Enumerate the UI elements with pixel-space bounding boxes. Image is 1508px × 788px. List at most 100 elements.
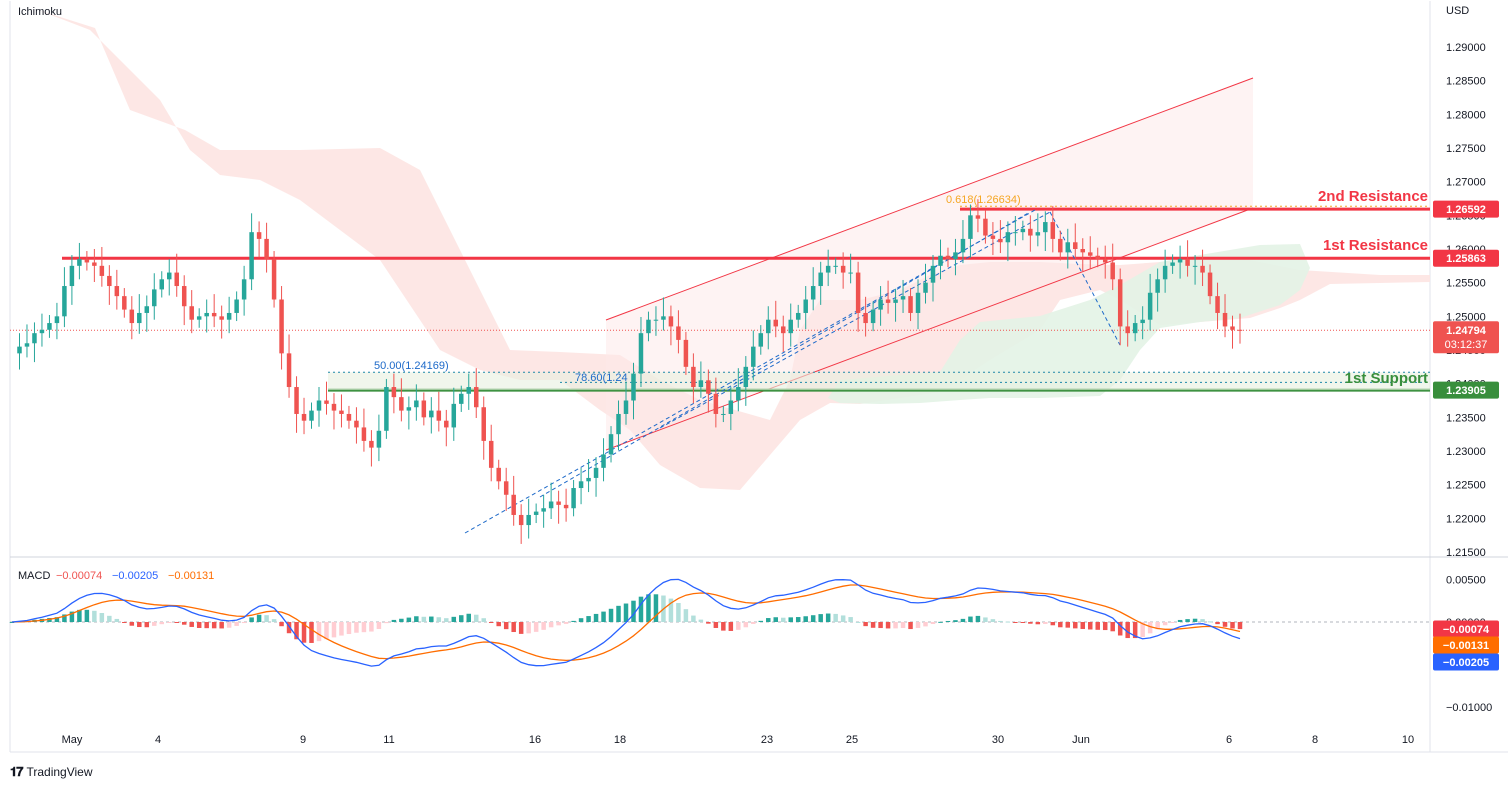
macd-histogram-bar bbox=[541, 622, 546, 630]
candle-bearish bbox=[129, 309, 135, 324]
candle-bearish bbox=[488, 440, 494, 468]
candle-bullish bbox=[638, 333, 644, 374]
macd-histogram-bar bbox=[788, 617, 793, 622]
macd-histogram-bar bbox=[556, 622, 561, 626]
candle-bearish bbox=[1073, 242, 1078, 249]
macd-histogram-bar bbox=[1005, 621, 1011, 623]
candle-bearish bbox=[1237, 329, 1243, 331]
candle-bearish bbox=[1080, 249, 1086, 253]
fibonacci-levels bbox=[328, 205, 1430, 534]
macd-histogram-bar bbox=[863, 622, 868, 627]
candle-bullish bbox=[848, 272, 853, 274]
candle-bearish bbox=[271, 259, 277, 300]
macd-signal-tag: −0.00131 bbox=[1443, 640, 1489, 652]
macd-histogram-bar bbox=[196, 622, 202, 628]
macd-histogram-bar bbox=[286, 622, 292, 634]
macd-histogram-bar bbox=[1237, 622, 1243, 630]
candle-bullish bbox=[1043, 222, 1048, 233]
macd-histogram-bar bbox=[571, 620, 576, 622]
candle-bearish bbox=[301, 413, 307, 421]
macd-histogram-bar bbox=[743, 622, 749, 628]
candle-bullish bbox=[406, 407, 412, 411]
macd-histogram-bar bbox=[825, 613, 831, 622]
candle-bullish bbox=[586, 477, 591, 482]
candle-bearish bbox=[339, 410, 344, 414]
time-tick: 11 bbox=[383, 734, 394, 746]
candle-bearish bbox=[1095, 255, 1100, 260]
macd-histogram-bar bbox=[586, 616, 591, 622]
candle-bullish bbox=[376, 430, 382, 448]
candle-bearish bbox=[855, 272, 861, 313]
macd-title[interactable]: MACD bbox=[18, 570, 50, 582]
candle-bearish bbox=[945, 255, 951, 260]
macd-histogram-bar bbox=[1043, 622, 1048, 624]
time-tick: May bbox=[62, 734, 83, 746]
candle-bullish bbox=[661, 316, 666, 320]
macd-histogram-bar bbox=[429, 616, 434, 622]
candle-bullish bbox=[930, 265, 936, 283]
macd-histogram-bar bbox=[818, 614, 823, 622]
time-axis[interactable]: May 4 9 11 16 18 23 25 30 Jun 6 8 10 bbox=[62, 734, 1415, 746]
candle-bearish bbox=[998, 238, 1003, 243]
indicator-title[interactable]: Ichimoku bbox=[18, 6, 62, 18]
macd-histogram-bar bbox=[301, 622, 307, 643]
macd-histogram-bar bbox=[421, 616, 427, 622]
macd-histogram-bar bbox=[945, 620, 951, 622]
candle-bearish bbox=[174, 272, 179, 287]
macd-histogram-bar bbox=[766, 618, 771, 622]
time-tick: 23 bbox=[761, 734, 773, 746]
macd-line bbox=[11, 578, 1241, 667]
candle-bearish bbox=[990, 235, 996, 239]
macd-histogram-bar bbox=[204, 622, 209, 629]
macd-histogram-bar bbox=[1170, 622, 1175, 623]
macd-histogram-bar bbox=[406, 617, 412, 622]
macd-histogram-bar bbox=[159, 622, 165, 625]
tradingview-brand[interactable]: 𝟏𝟕 TradingView bbox=[10, 764, 93, 780]
price-tick: 1.22500 bbox=[1446, 480, 1486, 492]
price-axis[interactable]: 1.29000 1.28500 1.28000 1.27500 1.27000 1.265… bbox=[1446, 42, 1492, 714]
candle-bullish bbox=[1132, 323, 1138, 334]
macd-histogram-bar bbox=[481, 618, 486, 622]
first-resistance-tag-bg bbox=[1433, 249, 1499, 267]
macd-histogram-bar bbox=[174, 622, 179, 623]
candle-bullish bbox=[241, 279, 247, 300]
candle-bearish bbox=[1050, 222, 1056, 239]
macd-histogram-bar bbox=[593, 613, 599, 622]
macd-histogram-bar bbox=[331, 622, 337, 638]
price-tick: 1.25000 bbox=[1446, 311, 1486, 323]
candle-bearish bbox=[503, 481, 509, 495]
time-tick: 9 bbox=[300, 734, 306, 746]
candle-bullish bbox=[1170, 262, 1175, 266]
price-tick: 1.27500 bbox=[1446, 143, 1486, 155]
macd-hist-value: −0.00074 bbox=[56, 570, 102, 582]
macd-histogram-bar bbox=[234, 622, 239, 626]
macd-histogram-bar bbox=[264, 615, 269, 622]
candle-bullish bbox=[62, 286, 67, 317]
candle-bearish bbox=[1117, 279, 1123, 327]
candle-bullish bbox=[1162, 265, 1168, 280]
macd-histogram-bar bbox=[526, 622, 531, 634]
macd-pane bbox=[9, 578, 1430, 667]
macd-histogram-bar bbox=[488, 622, 494, 623]
macd-histogram-bar bbox=[129, 622, 135, 626]
currency-label: USD bbox=[1446, 5, 1469, 17]
candle-bullish bbox=[466, 387, 472, 394]
macd-histogram-bar bbox=[1162, 622, 1168, 626]
cloud-bullish bbox=[828, 244, 1310, 404]
macd-histogram-bar bbox=[713, 622, 719, 628]
candle-bullish bbox=[159, 279, 165, 290]
candle-bullish bbox=[196, 316, 202, 320]
macd-histogram-bar bbox=[414, 616, 419, 622]
candle-bullish bbox=[451, 403, 457, 428]
candle-bullish bbox=[1177, 259, 1183, 263]
price-tags: 1.26592 1.25863 1.23905 1.24794 03:12:37 −0.0… bbox=[1433, 200, 1499, 671]
candle-bullish bbox=[736, 387, 741, 401]
fib-786-label: 78.60(1.24 bbox=[575, 372, 628, 384]
price-tick: 1.28500 bbox=[1446, 76, 1486, 88]
candle-bearish bbox=[1215, 296, 1220, 313]
macd-histogram-bar bbox=[1087, 622, 1093, 630]
candle-bearish bbox=[324, 400, 329, 404]
candle-bullish bbox=[923, 282, 928, 293]
fib-618-label: 0.618(1.26634) bbox=[946, 194, 1021, 206]
